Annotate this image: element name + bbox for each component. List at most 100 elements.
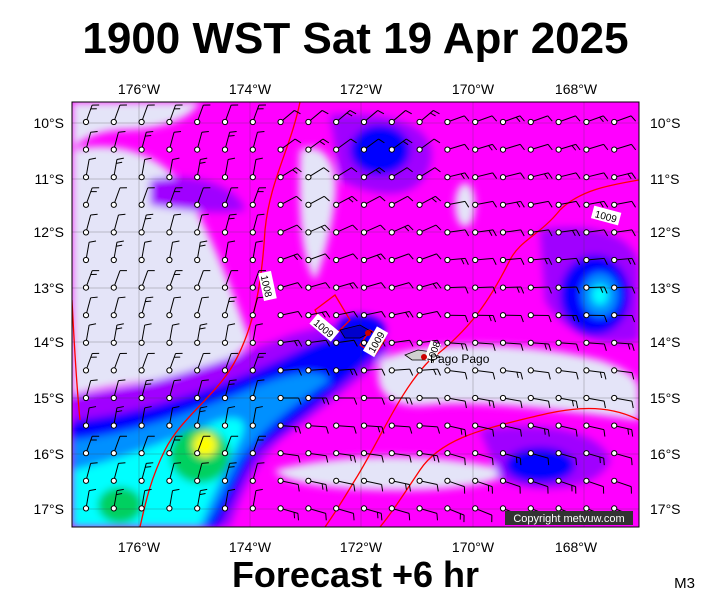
wind-barb-station bbox=[221, 174, 229, 181]
lon-label: 176°W bbox=[118, 539, 161, 555]
lon-label: 168°W bbox=[555, 539, 598, 555]
wind-barb-feather bbox=[436, 311, 442, 318]
wind-barb-station bbox=[333, 118, 340, 126]
wind-barb-station bbox=[611, 118, 618, 126]
wind-barb-feather bbox=[199, 493, 206, 496]
wind-barb-feather bbox=[575, 429, 578, 437]
wind-barb-feather bbox=[377, 426, 381, 433]
wind-barb-station bbox=[82, 422, 90, 429]
wind-barb-feather bbox=[172, 240, 180, 243]
wind-barb-station bbox=[360, 477, 368, 484]
wind-barb-station bbox=[555, 118, 562, 126]
wind-barb-station bbox=[194, 339, 201, 346]
wind-barb-station bbox=[472, 118, 479, 126]
copyright-notice: Copyright metvuw.com bbox=[513, 513, 624, 525]
wind-barb-station bbox=[360, 312, 368, 319]
wind-barb-station bbox=[499, 505, 507, 512]
wind-barb-station bbox=[444, 256, 451, 264]
wind-barb-feather bbox=[255, 240, 263, 243]
wind-barb-station bbox=[527, 118, 534, 126]
wind-barb-feather bbox=[297, 282, 303, 289]
wind-barb-station bbox=[388, 174, 395, 181]
wind-barb-feather bbox=[407, 195, 414, 202]
wind-barb-feather bbox=[603, 429, 606, 437]
wind-barb-station bbox=[138, 118, 145, 126]
wind-barb-feather bbox=[631, 343, 635, 351]
wind-barb-station bbox=[249, 367, 256, 374]
wind-barb-station bbox=[583, 118, 590, 126]
wind-barb-station bbox=[611, 367, 618, 374]
wind-barb-feather bbox=[405, 397, 409, 404]
wind-barb-station bbox=[360, 450, 368, 457]
wind-barb-station bbox=[583, 284, 590, 291]
wind-barb-feather bbox=[492, 315, 497, 323]
wind-barb-station bbox=[305, 312, 312, 319]
wind-barb-feather bbox=[174, 462, 182, 464]
wind-barb-feather bbox=[255, 323, 263, 326]
wind-barb-station bbox=[555, 505, 562, 512]
wind-barb-feather bbox=[257, 131, 265, 133]
wind-barb-feather bbox=[437, 426, 441, 434]
lat-label: 13°S bbox=[33, 280, 64, 296]
wind-barb-feather bbox=[201, 379, 209, 382]
wind-barb-station bbox=[416, 256, 423, 264]
wind-barb-station bbox=[333, 505, 340, 512]
wind-barb-feather bbox=[404, 226, 410, 232]
wind-barb-feather bbox=[296, 224, 303, 231]
lat-label: 17°S bbox=[33, 501, 64, 517]
wind-barb-feather bbox=[603, 144, 609, 151]
wind-barb-station bbox=[611, 174, 618, 181]
wind-barb-station bbox=[138, 256, 145, 264]
wind-barb-feather bbox=[575, 401, 579, 409]
lat-label: 16°S bbox=[33, 446, 64, 462]
wind-barb-feather bbox=[464, 258, 469, 265]
wind-barb-station bbox=[277, 229, 284, 236]
wind-barb-station bbox=[333, 422, 340, 429]
wind-barb-station bbox=[82, 201, 90, 208]
wind-barb-feather bbox=[294, 340, 298, 347]
wind-barb-feather bbox=[576, 286, 580, 294]
wind-barb-feather bbox=[631, 201, 636, 208]
wind-barb-station bbox=[472, 477, 479, 484]
wind-barb-feather bbox=[375, 169, 381, 174]
wind-barb-feather bbox=[346, 112, 353, 117]
wind-barb-feather bbox=[408, 513, 411, 521]
wind-barb-station bbox=[277, 256, 284, 264]
wind-barb-station bbox=[499, 312, 507, 319]
wind-barb-feather bbox=[353, 397, 358, 405]
wind-barb-feather bbox=[144, 406, 152, 409]
wind-barb-feather bbox=[520, 372, 524, 380]
wind-barb-feather bbox=[631, 429, 634, 437]
wind-barb-station bbox=[555, 284, 562, 291]
wind-barb-station bbox=[388, 256, 395, 264]
wind-barb-feather bbox=[144, 157, 152, 160]
wind-barb-station bbox=[138, 339, 145, 346]
wind-barb-station bbox=[444, 118, 451, 126]
wind-barb-station bbox=[499, 367, 507, 374]
wind-barb-feather bbox=[548, 229, 553, 237]
wind-barb-station bbox=[555, 450, 562, 457]
wind-barb-feather bbox=[297, 484, 300, 492]
wind-barb-feather bbox=[603, 315, 608, 323]
wind-barb-station bbox=[194, 284, 201, 291]
wind-barb-station bbox=[82, 339, 90, 346]
wind-barb-feather bbox=[432, 283, 438, 289]
wind-barb-feather bbox=[229, 296, 237, 299]
wind-barb-feather bbox=[199, 244, 206, 247]
wind-barb-station bbox=[555, 422, 562, 429]
wind-barb-station bbox=[333, 477, 340, 484]
wind-barb-feather bbox=[116, 240, 124, 243]
wind-barb-feather bbox=[199, 327, 206, 330]
wind-barb-feather bbox=[201, 213, 209, 216]
wind-barb-station bbox=[472, 339, 479, 346]
wind-barb-feather bbox=[199, 410, 206, 413]
chart-title: 1900 WST Sat 19 Apr 2025 bbox=[82, 14, 629, 63]
wind-barb-station bbox=[138, 284, 145, 291]
wind-barb-station bbox=[499, 201, 507, 208]
wind-barb-feather bbox=[378, 167, 386, 173]
wind-barb-station bbox=[82, 367, 90, 374]
wind-barb-feather bbox=[146, 131, 154, 133]
wind-barb-station bbox=[333, 284, 340, 291]
wind-barb-feather bbox=[516, 286, 520, 293]
